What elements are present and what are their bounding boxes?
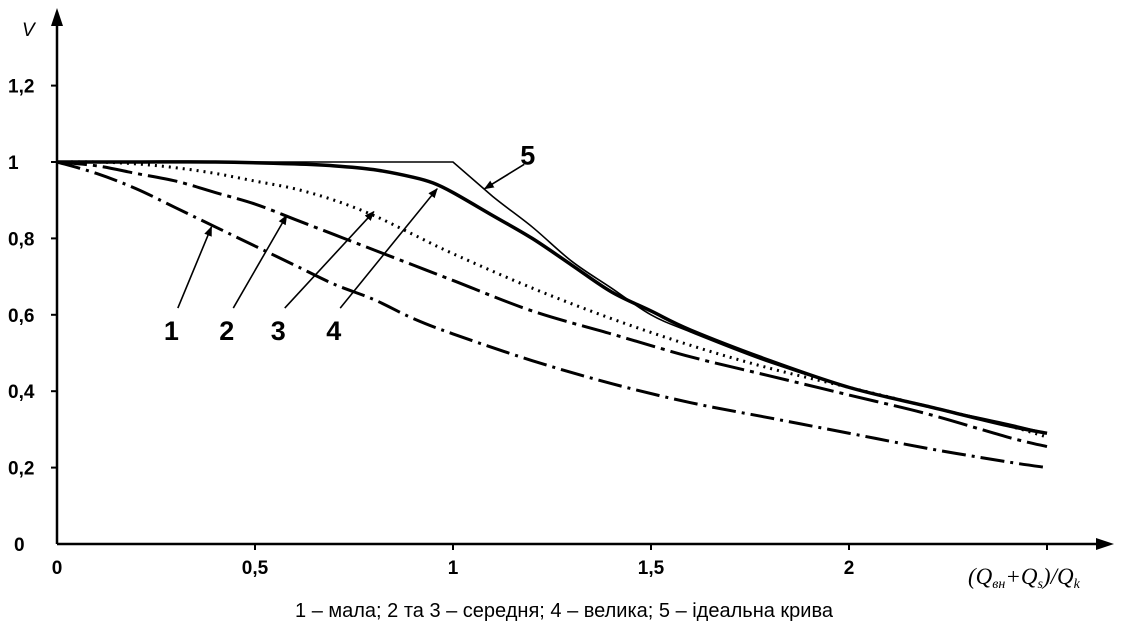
- x-axis-label-sub1: вн: [992, 577, 1005, 592]
- annotation-arrow-1: [177, 226, 213, 309]
- series-line-2: [56, 160, 1048, 449]
- x-tick-label: 1: [448, 558, 459, 579]
- y-tick-label: 0,8: [8, 229, 34, 250]
- curve-label-3: 3: [271, 316, 286, 346]
- curve-label-4: 4: [326, 316, 341, 346]
- annotation-arrow-5: [483, 163, 525, 190]
- y-axis-arrow-icon: [51, 8, 63, 26]
- x-axis-label-plus: +Q: [1005, 564, 1038, 589]
- caption: 1 – мала; 2 та 3 – середня; 4 – велика; …: [295, 600, 834, 622]
- x-axis-arrow-icon: [1096, 538, 1114, 550]
- y-axis-label: V: [22, 20, 37, 41]
- annotation-arrow-4: [339, 187, 438, 309]
- y-tick-label: 1,2: [8, 77, 34, 98]
- series-line-3: [56, 160, 1048, 439]
- x-ticks: 0 0,5 1 1,5 2: [52, 544, 1048, 579]
- x-tick-label: 2: [844, 558, 855, 579]
- x-axis-label-open: (Q: [968, 564, 993, 589]
- curve-label-2: 2: [219, 316, 234, 346]
- curve-label-5: 5: [520, 140, 535, 170]
- y-ticks: 0 0,2 0,4 0,6 0,8 1 1,2: [8, 77, 57, 556]
- series-line-5: [57, 161, 1048, 434]
- x-tick-label: 0,5: [242, 558, 269, 579]
- y-tick-label: 0,4: [8, 382, 35, 403]
- x-axis-label-sub2: s: [1037, 577, 1043, 592]
- y-tick-label: 1: [8, 153, 19, 174]
- annotation-arrow-3: [284, 210, 375, 309]
- x-axis-label: (Qвн+Qs)/Qk: [968, 564, 1081, 592]
- curve-label-1: 1: [164, 316, 179, 346]
- series-group: [56, 160, 1048, 470]
- x-tick-label: 0: [52, 558, 63, 579]
- y-tick-label: 0,2: [8, 459, 34, 480]
- annotations-group: 1 2 3 4 5: [164, 140, 535, 346]
- x-axis-label-sub3: k: [1074, 577, 1081, 592]
- x-axis-label-slash: )/Q: [1041, 564, 1074, 589]
- series-line-1: [56, 160, 1048, 470]
- x-tick-label: 1,5: [638, 558, 665, 579]
- y-tick-label: 0,6: [8, 306, 34, 327]
- annotation-arrow-2: [232, 214, 288, 309]
- y-tick-label: 0: [14, 535, 25, 556]
